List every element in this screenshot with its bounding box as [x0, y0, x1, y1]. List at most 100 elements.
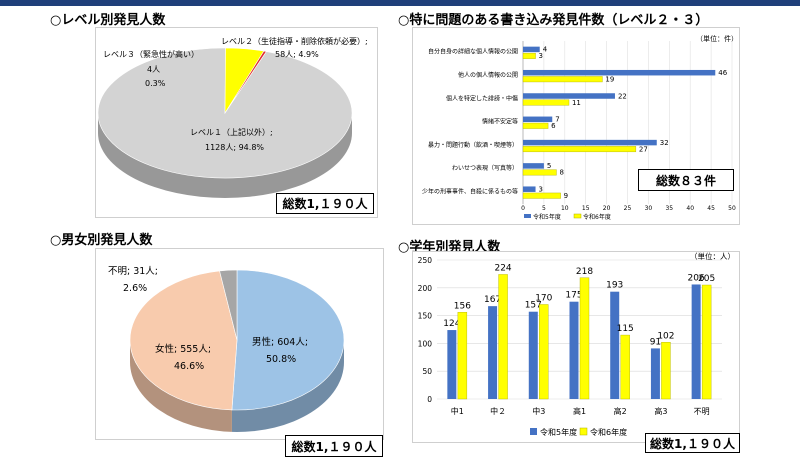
problem-bar-label-5-0: 5	[547, 162, 551, 170]
level3-label-line3: 0.3%	[145, 79, 166, 88]
problem-xtick-8: 40	[686, 205, 694, 212]
level1-label-line2: 1128人; 94.8%	[205, 143, 264, 152]
grade-bar-1-0	[488, 306, 498, 399]
grade-bar-label-1-0: 167	[484, 295, 501, 305]
problem-bar-label-6-0: 3	[539, 185, 543, 193]
problem-bar-4-0	[523, 139, 657, 146]
male-label-line1: 男性; 604人;	[252, 336, 308, 348]
grade-ytick-3: 150	[418, 312, 433, 321]
level1-label-line1: レベル１（上記以外）;	[190, 127, 273, 137]
level3-label-line1: レベル３（緊急性が高い）	[103, 49, 199, 59]
problem-bar-label-2-0: 22	[618, 92, 627, 100]
problem-bar-label-1-0: 46	[718, 69, 727, 77]
problem-xtick-7: 35	[665, 205, 673, 212]
level2-label-line1: レベル２（生徒指導・削除依頼が必要）;	[221, 36, 368, 46]
grade-legend-r6: 令和6年度	[590, 427, 627, 437]
grade-category-4: 高2	[614, 406, 627, 416]
grade-bar-2-1	[539, 304, 549, 400]
grade-ytick-1: 50	[422, 367, 432, 376]
level-total-box: 総数1,１９０人	[276, 193, 374, 214]
grade-bar-5-1	[661, 342, 671, 400]
problem-bar-label-2-1: 11	[572, 99, 581, 107]
grade-bar-3-0	[569, 301, 579, 399]
problem-xtick-6: 30	[645, 205, 653, 212]
gender-pie-slice-0	[231, 269, 345, 411]
level2-label-line2: 58人; 4.9%	[275, 50, 319, 59]
problem-legend-r5: 令和5年度	[533, 213, 561, 221]
problem-bar-5-1	[522, 169, 557, 176]
grade-category-6: 不明	[694, 407, 710, 416]
grade-bar-label-0-0: 124	[443, 319, 460, 329]
problem-category-2: 個人を特定した誹謗・中傷	[446, 94, 518, 102]
grade-bar-label-3-0: 175	[565, 291, 582, 301]
problem-category-1: 他人の個人情報の公開	[458, 71, 518, 79]
grade-ytick-5: 250	[418, 256, 433, 265]
problem-xtick-0: 0	[521, 205, 525, 212]
unknown-label-line2: 2.6%	[123, 283, 147, 294]
level-pie-side-0-0	[98, 113, 352, 198]
problem-bar-6-0	[523, 186, 536, 192]
female-label-line1: 女性; 555人;	[155, 343, 211, 355]
problem-xtick-4: 20	[603, 205, 611, 212]
grade-bar-label-3-1: 218	[576, 267, 593, 277]
problem-bar-panel	[412, 27, 740, 225]
problem-category-5: わいせつ表現（写真等）	[452, 164, 518, 172]
grade-total-box: 総数1,１９０人	[645, 433, 740, 453]
grade-ytick-0: 0	[427, 395, 432, 404]
gender-pie-title: ○男女別発見人数	[50, 233, 153, 248]
grade-legend-swatch-r6	[579, 427, 588, 436]
problem-bar-3-1	[522, 122, 549, 129]
problem-unit-label: （単位：件）	[696, 34, 738, 43]
level-pie-title: ○レベル別発見人数	[50, 13, 166, 28]
problem-bar-1-0	[523, 69, 716, 76]
grade-bar-label-4-1: 115	[617, 324, 634, 334]
problem-bar-label-3-1: 6	[551, 122, 556, 130]
grade-bar-4-0	[610, 291, 620, 399]
grade-bar-3-1	[579, 277, 590, 400]
grade-category-0: 中1	[451, 406, 464, 416]
level3-label-line2: 4人	[147, 65, 160, 74]
problem-bar-3-0	[523, 116, 553, 123]
grade-bar-1-1	[498, 274, 508, 400]
unknown-label-line1: 不明; 31人;	[108, 266, 158, 277]
problem-xtick-1: 5	[542, 205, 546, 212]
grade-bar-label-1-1: 224	[494, 263, 511, 273]
problem-bar-label-5-1: 8	[559, 169, 563, 177]
grade-bar-label-5-1: 102	[657, 331, 674, 341]
grade-bar-6-1	[701, 284, 712, 400]
problem-total-box: 総数８３件	[638, 169, 734, 191]
grade-category-2: 中3	[532, 406, 545, 416]
grade-category-1: 中２	[490, 406, 506, 416]
grade-bar-label-2-1: 170	[535, 293, 552, 303]
problem-xtick-9: 45	[707, 205, 715, 212]
grade-bar-4-1	[620, 334, 630, 400]
grade-legend-swatch-r5	[530, 428, 537, 435]
grade-unit-label: （単位：人）	[690, 251, 735, 261]
problem-bar-title: ○特に問題のある書き込み発見件数（レベル２・３）	[398, 13, 709, 28]
problem-xtick-5: 25	[624, 205, 632, 212]
gender-pie-side-0-0	[231, 340, 344, 433]
problem-bar-4-1	[522, 146, 637, 153]
problem-bar-label-1-1: 19	[605, 75, 614, 83]
problem-legend-swatch-r5	[524, 214, 531, 218]
problem-xtick-10: 50	[728, 205, 736, 212]
grade-category-5: 高3	[654, 406, 667, 416]
problem-category-0: 自分自身の詳細な個人情報の公開	[428, 48, 518, 56]
problem-bar-1-1	[522, 76, 603, 83]
problem-legend-swatch-r6	[573, 213, 582, 219]
problem-category-6: 少年の刑事事件、自殺に係るもの等	[422, 187, 518, 195]
grade-bar-label-4-0: 193	[606, 281, 623, 291]
grade-bar-label-6-1: 205	[698, 274, 715, 284]
grade-bar-0-0	[447, 330, 457, 399]
problem-xtick-3: 15	[582, 205, 590, 212]
grade-category-3: 高1	[573, 406, 586, 416]
problem-bar-5-0	[523, 163, 544, 169]
grade-bar-5-0	[650, 348, 660, 399]
problem-bar-2-0	[523, 93, 615, 99]
problem-category-4: 暴力・問題行動（飲酒・喫煙等）	[428, 141, 518, 149]
problem-bar-label-0-1: 3	[539, 52, 543, 60]
